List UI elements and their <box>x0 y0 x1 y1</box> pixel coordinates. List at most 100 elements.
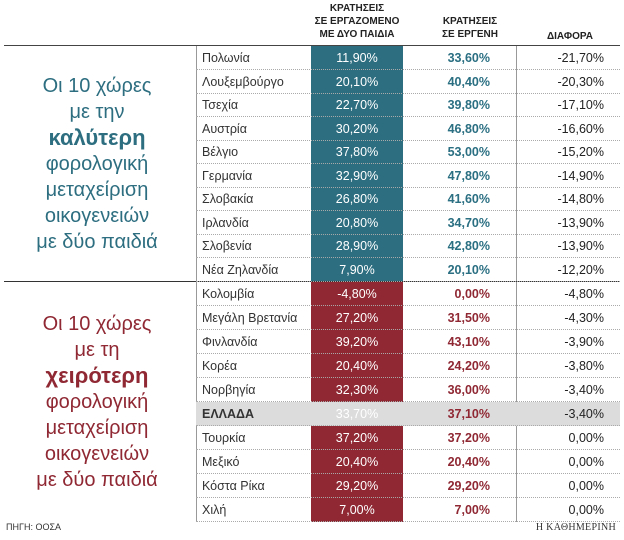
row-separator <box>196 401 620 402</box>
caption-line: Οι 10 χώρες <box>42 313 152 335</box>
table-row: Τουρκία 37,20% 37,20% 0,00% <box>196 426 620 450</box>
value-two-children: 7,90% <box>339 262 375 277</box>
caption-line: με την <box>69 101 125 123</box>
header-line: ΚΡΑΤΗΣΕΙΣ <box>442 16 498 27</box>
value-single: 37,20% <box>447 431 490 445</box>
header-rule <box>4 45 620 46</box>
value-two-children: 20,80% <box>335 215 379 230</box>
table-row: Νέα Ζηλανδία 7,90% 20,10% -12,20% <box>196 258 620 282</box>
row-separator <box>196 353 620 354</box>
table-row-highlighted: ΕΛΛΑΔΑ 33,70% 37,10% -3,40% <box>196 402 620 426</box>
row-separator <box>196 163 620 164</box>
header-line: ΣΕ ΕΡΓΑΖΟΜΕΝΟ <box>314 16 400 27</box>
column-separator <box>516 46 517 522</box>
value-single: 29,20% <box>447 479 490 493</box>
country-label: Λουξεμβούργο <box>202 74 284 89</box>
table-row: Φινλανδία 39,20% 43,10% -3,90% <box>196 330 620 354</box>
value-single: 20,40% <box>447 455 490 469</box>
value-two-children: 33,70% <box>335 407 379 421</box>
country-label: ΕΛΛΑΔΑ <box>202 407 255 421</box>
value-difference: -3,40% <box>564 407 604 421</box>
row-separator <box>196 280 620 282</box>
section-divider <box>4 281 620 282</box>
table-row: Σλοβενία 28,90% 42,80% -13,90% <box>196 234 620 258</box>
value-two-children: 20,10% <box>335 74 379 89</box>
value-difference: -12,20% <box>557 262 604 277</box>
value-difference: -14,80% <box>557 192 604 206</box>
value-two-children: 29,20% <box>335 479 379 493</box>
caption-line: μεταχείριση <box>45 179 149 201</box>
row-separator <box>196 116 620 117</box>
caption-line: μεταχείριση <box>45 417 149 439</box>
value-single: 34,70% <box>447 215 490 230</box>
header-line: ΜΕ ΔΥΟ ΠΑΙΔΙΑ <box>319 29 395 40</box>
row-separator <box>196 92 620 94</box>
value-difference: -4,80% <box>564 287 604 301</box>
value-single: 33,60% <box>447 51 490 65</box>
row-separator <box>196 210 620 211</box>
value-single: 41,60% <box>447 192 490 206</box>
row-separator <box>196 377 620 378</box>
country-label: Τσεχία <box>202 98 239 112</box>
country-label: Φινλανδία <box>202 335 258 349</box>
country-label: Αυστρία <box>202 121 247 136</box>
value-difference: -3,90% <box>564 335 604 349</box>
value-two-children: 7,00% <box>339 503 375 517</box>
value-difference: -15,20% <box>557 145 604 159</box>
caption-line: φορολογική <box>45 391 149 413</box>
table-row: Χιλή 7,00% 7,00% 0,00% <box>196 498 620 522</box>
value-single: 53,00% <box>447 145 490 159</box>
value-difference: 0,00% <box>568 431 604 445</box>
country-label: Χιλή <box>202 503 227 517</box>
value-two-children: 32,30% <box>335 383 379 397</box>
row-separator <box>196 329 620 330</box>
country-label: Κολομβία <box>202 287 255 301</box>
value-difference: -13,90% <box>557 239 604 253</box>
value-two-children: 39,20% <box>335 335 379 349</box>
row-separator <box>196 233 620 235</box>
table-row: Κόστα Ρίκα 29,20% 29,20% 0,00% <box>196 474 620 498</box>
value-single: 36,00% <box>447 383 490 397</box>
table-row: Κορέα 20,40% 24,20% -3,80% <box>196 354 620 378</box>
best-section-caption: Οι 10 χώρες με την καλύτερη φορολογική μεταχ… <box>8 73 186 255</box>
caption-line: οικογενειών <box>44 443 150 465</box>
header-line: ΚΡΑΤΗΣΕΙΣ <box>329 3 385 14</box>
country-label: Σλοβενία <box>202 239 252 253</box>
header-col-withholding-two-children: ΚΡΑΤΗΣΕΙΣ ΣΕ ΕΡΓΑΖΟΜΕΝΟ ΜΕ ΔΥΟ ΠΑΙΔΙΑ <box>311 2 403 41</box>
value-single: 39,80% <box>447 98 490 112</box>
table-row: Νορβηγία 32,30% 36,00% -3,40% <box>196 378 620 402</box>
value-difference: -20,30% <box>557 74 604 89</box>
table-row: Αυστρία 30,20% 46,80% -16,60% <box>196 117 620 141</box>
value-two-children: 37,20% <box>335 431 379 445</box>
value-two-children: 37,80% <box>335 145 379 159</box>
caption-line: φορολογική <box>45 153 149 175</box>
header-col-withholding-single: ΚΡΑΤΗΣΕΙΣ ΣΕ ΕΡΓΕΝΗ <box>420 15 520 41</box>
row-separator <box>196 305 620 306</box>
value-single: 37,10% <box>447 407 490 421</box>
row-separator <box>196 497 620 498</box>
country-label: Νορβηγία <box>202 383 256 397</box>
value-difference: -13,90% <box>557 215 604 230</box>
country-label: Μεξικό <box>202 455 240 469</box>
value-difference: -16,60% <box>557 121 604 136</box>
caption-line: με δύο παιδιά <box>36 231 158 253</box>
value-single: 43,10% <box>447 335 490 349</box>
country-label: Ιρλανδία <box>202 215 249 230</box>
row-separator <box>196 257 620 258</box>
caption-line: οικογενειών <box>44 205 150 227</box>
country-label: Μεγάλη Βρετανία <box>202 311 298 325</box>
value-two-children: 20,40% <box>335 455 379 469</box>
header-line: ΣΕ ΕΡΓΕΝΗ <box>442 29 498 40</box>
row-separator <box>196 521 620 522</box>
table-row: Μεξικό 20,40% 20,40% 0,00% <box>196 450 620 474</box>
value-two-children: 27,20% <box>335 311 379 325</box>
table-row: Κολομβία -4,80% 0,00% -4,80% <box>196 282 620 306</box>
country-label: Βέλγιο <box>202 145 239 159</box>
table-row: Λουξεμβούργο 20,10% 40,40% -20,30% <box>196 70 620 94</box>
header-col-difference: ΔΙΑΦΟΡΑ <box>546 31 594 42</box>
table-row: Ιρλανδία 20,80% 34,70% -13,90% <box>196 211 620 235</box>
country-label: Κόστα Ρίκα <box>202 479 265 493</box>
value-difference: -3,80% <box>564 359 604 373</box>
value-two-children: -4,80% <box>337 287 377 301</box>
row-separator <box>196 425 620 426</box>
